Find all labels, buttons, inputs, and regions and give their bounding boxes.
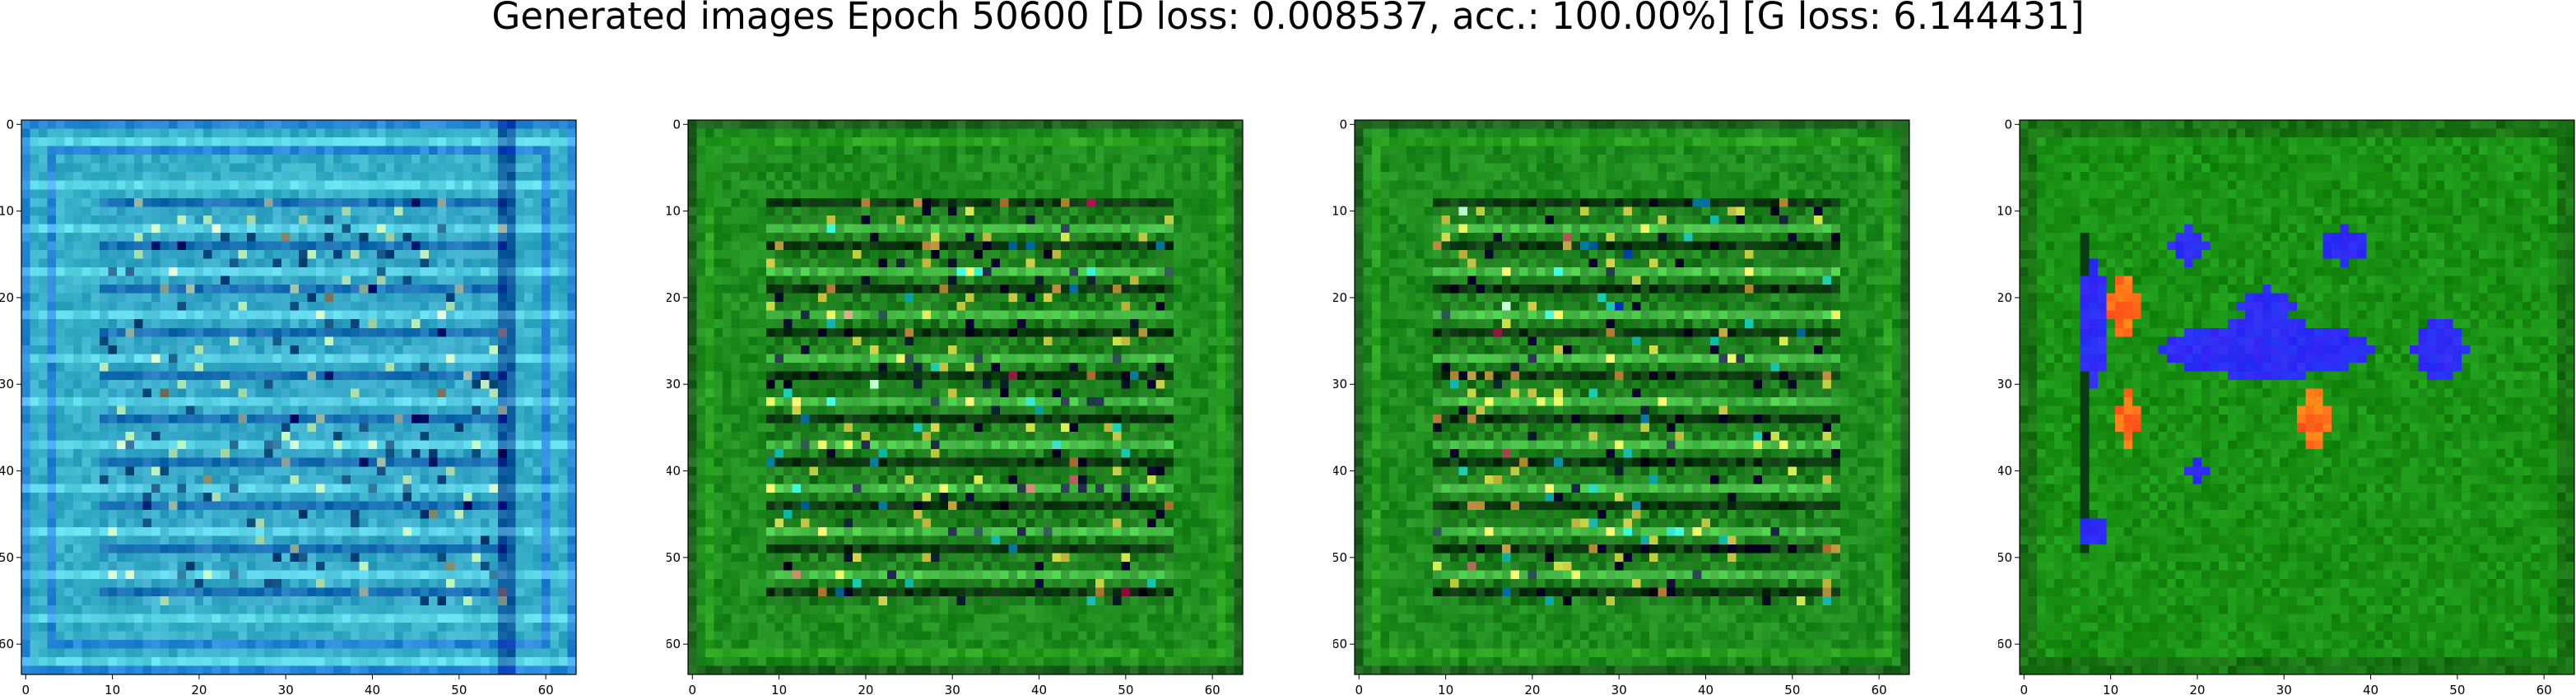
x-tick-label: 10 — [2103, 683, 2118, 695]
y-tick-label: 40 — [1333, 464, 1347, 479]
image-panel-1: 0 10 20 30 40 50 60 0 10 20 30 40 50 60 — [0, 0, 625, 695]
generated-image — [2020, 120, 2575, 675]
x-tick-label: 30 — [278, 683, 294, 695]
image-panel-2: 0 10 20 30 40 50 60 0 10 20 30 40 50 60 — [667, 0, 1292, 695]
x-tick-label: 10 — [105, 683, 120, 695]
generated-image — [21, 120, 577, 675]
x-tick-label: 40 — [2363, 683, 2378, 695]
image-axes: 0 10 20 30 40 50 60 0 10 20 30 40 50 60 — [1333, 0, 1959, 695]
image-axes: 0 10 20 30 40 50 60 0 10 20 30 40 50 60 — [667, 0, 1292, 695]
y-tick-label: 10 — [1998, 204, 2012, 219]
y-tick-label: 20 — [1998, 290, 2012, 305]
y-tick-label: 30 — [667, 377, 681, 392]
y-tick-label: 10 — [667, 204, 681, 219]
x-tick-label: 50 — [2449, 683, 2465, 695]
x-tick-label: 30 — [1611, 683, 1627, 695]
x-tick-label: 40 — [365, 683, 380, 695]
x-tick-label: 10 — [1438, 683, 1453, 695]
image-panel-3: 0 10 20 30 40 50 60 0 10 20 30 40 50 60 — [1333, 0, 1959, 695]
y-tick-label: 20 — [1333, 290, 1347, 305]
generated-image — [1355, 120, 1910, 675]
image-panel-4: 0 10 20 30 40 50 60 0 10 20 30 40 50 60 — [1998, 0, 2576, 695]
y-tick-label: 40 — [0, 464, 14, 479]
y-tick-label: 50 — [1998, 550, 2012, 565]
image-axes: 0 10 20 30 40 50 60 0 10 20 30 40 50 60 — [0, 0, 625, 695]
x-tick-label: 20 — [1524, 683, 1540, 695]
x-tick-label: 30 — [945, 683, 960, 695]
y-tick-label: 50 — [667, 550, 681, 565]
y-tick-label: 20 — [667, 290, 681, 305]
y-tick-label: 60 — [0, 637, 14, 651]
x-tick-label: 0 — [688, 683, 696, 695]
y-tick-label: 0 — [1339, 117, 1347, 132]
x-tick-label: 0 — [1355, 683, 1363, 695]
y-tick-label: 30 — [1998, 377, 2012, 392]
x-tick-label: 0 — [2020, 683, 2028, 695]
x-tick-label: 50 — [1784, 683, 1800, 695]
x-tick-label: 10 — [771, 683, 787, 695]
x-tick-label: 40 — [1031, 683, 1047, 695]
x-tick-label: 40 — [1698, 683, 1713, 695]
y-tick-label: 10 — [1333, 204, 1347, 219]
x-tick-label: 60 — [1205, 683, 1221, 695]
y-tick-label: 50 — [0, 550, 14, 565]
x-tick-label: 20 — [191, 683, 207, 695]
y-tick-label: 30 — [1333, 377, 1347, 392]
y-tick-label: 60 — [1333, 637, 1347, 651]
x-tick-label: 20 — [2189, 683, 2205, 695]
y-tick-label: 20 — [0, 290, 14, 305]
y-tick-label: 10 — [0, 204, 14, 219]
x-tick-label: 50 — [451, 683, 467, 695]
y-tick-label: 0 — [2004, 117, 2012, 132]
y-tick-label: 0 — [6, 117, 14, 132]
x-tick-label: 60 — [538, 683, 554, 695]
y-tick-label: 40 — [1998, 464, 2012, 479]
x-tick-label: 0 — [21, 683, 30, 695]
y-tick-label: 60 — [1998, 637, 2012, 651]
y-tick-label: 0 — [672, 117, 681, 132]
x-tick-label: 50 — [1118, 683, 1133, 695]
x-tick-label: 60 — [2536, 683, 2552, 695]
y-tick-label: 30 — [0, 377, 14, 392]
x-tick-label: 60 — [1872, 683, 1887, 695]
y-tick-label: 60 — [667, 637, 681, 651]
image-axes: 0 10 20 30 40 50 60 0 10 20 30 40 50 60 — [1998, 0, 2576, 695]
y-tick-label: 40 — [667, 464, 681, 479]
y-tick-label: 50 — [1333, 550, 1347, 565]
x-tick-label: 30 — [2276, 683, 2292, 695]
x-tick-label: 20 — [858, 683, 873, 695]
generated-image — [688, 120, 1244, 675]
